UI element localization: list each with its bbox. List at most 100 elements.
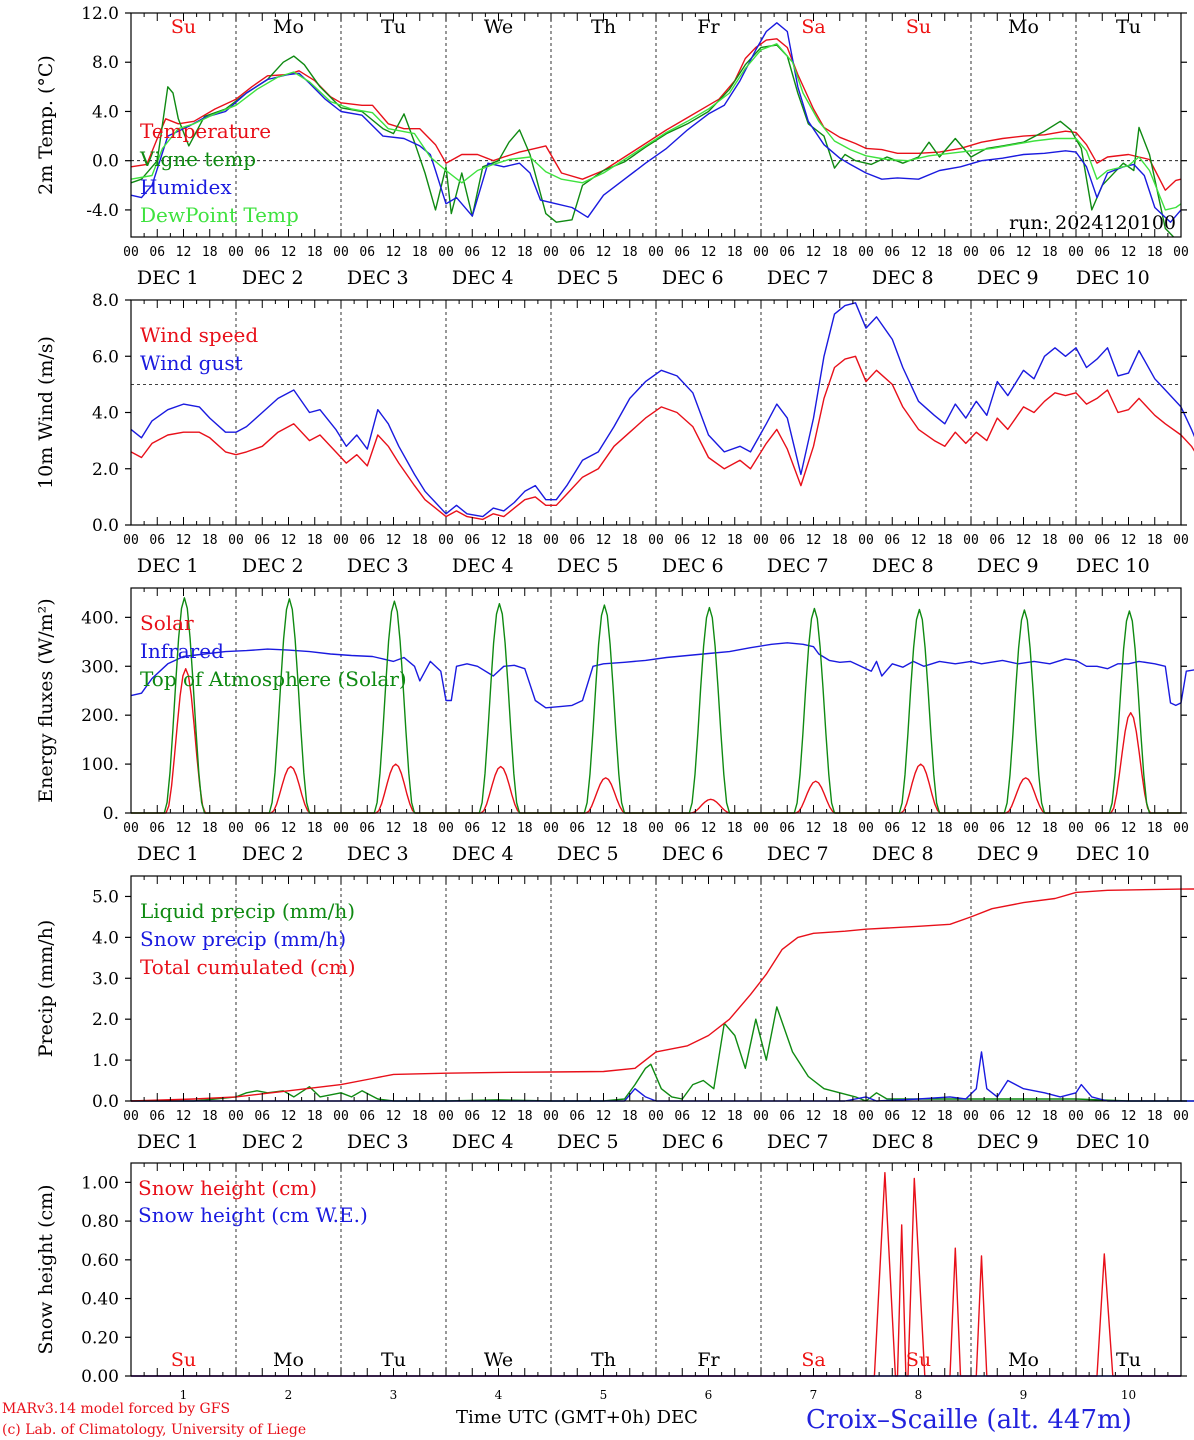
hour-label: 00 [753,1109,769,1124]
hour-label: 00 [228,1109,244,1124]
y-tick-label: 0.80 [81,1212,119,1232]
hour-label: 06 [359,1109,375,1124]
hour-label: 00 [858,533,874,548]
hour-label: 18 [412,1109,428,1124]
hour-label: 18 [727,533,743,548]
hour-label: 00 [858,245,874,260]
hour-label: 00 [123,1109,139,1124]
chart-panel-3: 0. 100. 200. 300. 400. Energy fluxes (W/m²) So… [35,587,1194,865]
date-label: DEC 1 [137,843,199,865]
y-tick-label: 0.40 [81,1290,119,1310]
legend-entry: Snow height (cm) [138,1176,317,1200]
hour-label: 00 [543,533,559,548]
hour-label: 18 [727,1109,743,1124]
date-label: DEC 5 [557,555,619,577]
legend-entry: Snow height (cm W.E.) [138,1203,368,1227]
hour-label: 18 [517,1109,533,1124]
day-of-week-label: Tu [381,1349,406,1371]
date-label: DEC 2 [242,555,304,577]
day-of-week-label: Mo [1008,16,1039,38]
legend-entry: Solar [140,611,194,635]
y-tick-label: 0. [103,804,119,824]
y-axis-label: Snow height (cm) [35,1184,57,1354]
x-axis-label: Time UTC (GMT+0h) DEC [456,1407,698,1428]
date-label: DEC 10 [1076,1131,1150,1153]
hour-label: 18 [412,245,428,260]
hour-label: 18 [832,245,848,260]
date-label: DEC 1 [137,555,199,577]
hour-label: 12 [1121,1109,1137,1124]
hour-label: 06 [989,533,1005,548]
hour-label: 12 [806,245,822,260]
y-tick-label: 400. [81,608,119,628]
day-of-week-label: Sa [801,1349,825,1371]
hour-label: 06 [884,533,900,548]
hour-label: 12 [596,245,612,260]
hour-label: 06 [884,245,900,260]
day-of-week-label: Tu [381,16,406,38]
hour-label: 00 [333,1109,349,1124]
day-number-label: 2 [285,1388,293,1402]
hour-label: 18 [202,821,218,836]
hour-label: 18 [622,533,638,548]
hour-label: 12 [386,1109,402,1124]
hour-label: 06 [674,533,690,548]
hour-label: 12 [701,533,717,548]
hour-label: 12 [911,821,927,836]
day-of-week-label: We [484,16,513,38]
legend-entry: Temperature [140,119,271,143]
date-label: DEC 3 [347,267,409,289]
date-label: DEC 8 [872,1131,934,1153]
hour-label: 00 [438,821,454,836]
hour-label: 06 [884,821,900,836]
y-axis-label: Energy fluxes (W/m²) [35,598,57,802]
y-tick-label: 0.0 [92,1092,119,1112]
day-of-week-label: Sa [801,16,825,38]
hour-label: 00 [648,821,664,836]
y-tick-label: 0.20 [81,1328,119,1348]
hour-label: 06 [1094,245,1110,260]
day-of-week-label: Mo [273,16,304,38]
day-of-week-label: We [484,1349,513,1371]
hour-label: 12 [806,821,822,836]
day-of-week-label: Su [171,16,196,38]
hour-label: 00 [1068,1109,1084,1124]
hour-label: 18 [937,245,953,260]
series-line-dewpoint-temp [130,43,1182,211]
date-label: DEC 3 [347,843,409,865]
hour-label: 06 [254,245,270,260]
hour-label: 18 [832,1109,848,1124]
date-label: DEC 2 [242,267,304,289]
hour-label: 12 [911,1109,927,1124]
hour-label: 18 [517,245,533,260]
hour-label: 00 [1173,1109,1189,1124]
hour-label: 06 [569,245,585,260]
date-label: DEC 6 [662,1131,724,1153]
hour-label: 18 [622,821,638,836]
hour-label: 06 [1094,1109,1110,1124]
hour-label: 00 [1068,821,1084,836]
hour-label: 00 [648,1109,664,1124]
hour-label: 12 [1016,1109,1032,1124]
hour-label: 06 [254,821,270,836]
date-label: DEC 10 [1076,843,1150,865]
hour-label: 06 [569,821,585,836]
legend-entry: DewPoint Temp [140,203,299,227]
date-label: DEC 5 [557,267,619,289]
day-number-label: 4 [495,1388,503,1402]
chart-panel-5: 0.00 0.20 0.40 0.60 0.80 1.00 Snow height (cm)… [35,1162,1187,1402]
hour-label: 12 [491,533,507,548]
hour-label: 06 [569,1109,585,1124]
hour-label: 00 [1068,245,1084,260]
y-tick-label: 100. [81,755,119,775]
hour-label: 12 [491,1109,507,1124]
series-line-wind-gust [130,302,1194,518]
hour-label: 12 [281,821,297,836]
hour-label: 06 [359,245,375,260]
day-of-week-label: Mo [1008,1349,1039,1371]
hour-label: 06 [359,821,375,836]
hour-label: 18 [727,245,743,260]
hour-label: 12 [1121,533,1137,548]
hour-label: 12 [1121,821,1137,836]
